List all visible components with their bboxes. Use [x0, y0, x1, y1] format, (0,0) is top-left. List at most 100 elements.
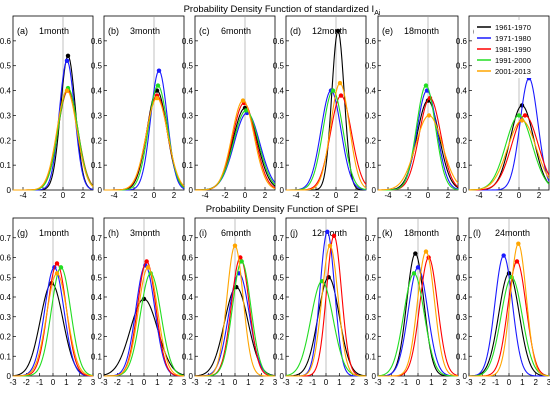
panel-0-1-ytick-label-1: 0.1: [91, 161, 103, 170]
panel-1-4-ytick-label-1: 0.1: [365, 352, 377, 361]
panel-0-4-name: 18month: [404, 26, 439, 36]
panel-1-1-ytick-label-1: 0.1: [91, 352, 103, 361]
panel-0-1-frame: [103, 15, 185, 191]
panel-0-5-ytick-label-4: 0.4: [456, 87, 468, 96]
panel-0-2-ytick-label-0: 0: [189, 186, 194, 195]
panel-1-5-peak-4: [516, 241, 521, 246]
panel-1-0-label: (g): [17, 228, 28, 238]
panel-0-3-xtick-label-2: 0: [334, 191, 339, 200]
row-title-ai-subscript: Ai: [374, 10, 381, 17]
panel-0-1-xtick-label-0: -4: [110, 191, 118, 200]
panel-1-3-xtick-label-4: 1: [337, 378, 342, 387]
panel-1-3-xtick-label-3: 0: [324, 378, 329, 387]
panel-1-5-curve-1: [468, 254, 549, 377]
panel-0-0-ytick-label-1: 0.1: [0, 161, 12, 170]
legend-label-4: 2001-2013: [495, 67, 531, 76]
panel-0-2-peak-4: [240, 98, 246, 103]
panel-1-2-name: 6month: [221, 228, 251, 238]
panel-1-4-peak-3: [411, 271, 417, 276]
panel-1-2-ytick-label-7: 0.7: [182, 234, 194, 243]
panel-1-1-ytick-label-3: 0.3: [91, 313, 103, 322]
panel-1-5-curve-3: [468, 276, 550, 377]
panel-0-0-peak-0: [65, 53, 71, 58]
panel-1-0-curve-3: [13, 266, 94, 377]
panel-0-1-peak-1: [156, 68, 162, 73]
panel-0-5-peak-3: [516, 113, 522, 118]
panel-1-3-peak-1: [325, 229, 330, 235]
panel-0-0-ytick-label-6: 0.6: [0, 37, 12, 46]
panel-1-3-peak-2: [331, 233, 337, 238]
panel-0-1-xtick-label-2: 0: [152, 191, 157, 200]
panel-0-1-name: 3month: [130, 26, 160, 36]
panel-0-4-label: (e): [382, 26, 393, 36]
panel-0-2-xtick-label-0: -4: [201, 191, 209, 200]
panel-1-5-xtick-label-5: 2: [533, 378, 538, 387]
panel-1-3-xtick-label-2: -1: [309, 378, 317, 387]
panel-1-1-xtick-label-1: -2: [114, 378, 122, 387]
panel-1-5-xtick-label-4: 1: [520, 378, 525, 387]
panel-1-0-xtick-label-6: 3: [91, 378, 96, 387]
panel-1-0-peak-2: [54, 261, 60, 266]
panel-0-5-ytick-label-2: 0.2: [456, 136, 468, 145]
panel-1-0-ytick-label-2: 0.2: [0, 333, 12, 342]
panel-1-0-ytick-label-6: 0.6: [0, 254, 12, 263]
panel-1-4-ytick-label-5: 0.5: [365, 273, 377, 282]
panel-1-3-xtick-label-6: 3: [364, 378, 369, 387]
panel-1-4-ytick-label-3: 0.3: [365, 313, 377, 322]
row-title-spei: Probability Density Function of SPEI: [206, 204, 359, 215]
panel-1-5-peak-2: [514, 259, 520, 264]
panel-1-2-ytick-label-0: 0: [189, 372, 194, 381]
panel-1-4-curve-3: [377, 272, 458, 377]
panel-0-2-curve-4: [195, 99, 276, 191]
panel-0-1-ytick-label-0: 0: [98, 186, 103, 195]
panel-1-4-name: 18month: [404, 228, 439, 238]
panel-1-5-xtick-label-6: 3: [547, 378, 550, 387]
panel-1-2-peak-2: [238, 255, 243, 260]
panel-1-3-ytick-label-2: 0.2: [273, 333, 285, 342]
panel-0-5-ytick-label-1: 0.1: [456, 161, 468, 170]
panel-1-5-name: 24month: [495, 228, 530, 238]
panel-1-4-peak-1: [415, 265, 421, 270]
panel-1-3-ytick-label-0: 0: [280, 372, 285, 381]
panel-1-2-xtick-label-4: 1: [246, 378, 251, 387]
panel-1-1-peak-2: [144, 259, 149, 264]
panel-0-0-ytick-label-3: 0.3: [0, 111, 12, 120]
panel-0-1-ytick-label-2: 0.2: [91, 136, 103, 145]
panel-1-5-label: (l): [473, 228, 481, 238]
panel-1-3-ytick-label-6: 0.6: [273, 254, 285, 263]
panel-0-2-ytick-label-3: 0.3: [182, 111, 194, 120]
panel-1-5-ytick-label-1: 0.1: [456, 352, 468, 361]
panel-1-0-xtick-label-1: -2: [23, 378, 31, 387]
panel-0-1-label: (b): [108, 26, 119, 36]
panel-1-3-curve-0: [285, 276, 367, 377]
legend: 1961-1970 1971-1980 1981-1990 1991-2000 2001…: [474, 20, 547, 78]
panel-0-4-ytick-label-2: 0.2: [365, 136, 377, 145]
panel-0-5-ytick-label-0: 0: [463, 186, 468, 195]
panel-1-2-ytick-label-4: 0.4: [182, 293, 194, 302]
panel-1-5-ytick-label-7: 0.7: [456, 234, 468, 243]
panel-1-0-xtick-label-3: 0: [51, 378, 56, 387]
panel-0-1-peak-3: [155, 83, 161, 88]
panel-1-5-xtick-label-0: -3: [465, 378, 473, 387]
panel-0-4-ytick-label-5: 0.5: [365, 62, 377, 71]
panel-0-2-ytick-label-1: 0.1: [182, 161, 194, 170]
panel-1-3-ytick-label-1: 0.1: [273, 352, 285, 361]
panel-1-0-name: 1month: [39, 228, 69, 238]
panel-0-3-ytick-label-5: 0.5: [273, 62, 285, 71]
panel-0-4-ytick-label-1: 0.1: [365, 161, 377, 170]
panel-1-5-ytick-label-0: 0: [463, 372, 468, 381]
panel-1-4-ytick-label-0: 0: [372, 372, 377, 381]
panel-0-3-ytick-label-1: 0.1: [273, 161, 285, 170]
panel-0-3-xtick-label-3: 2: [354, 191, 359, 200]
panel-0-4-ytick-label-0: 0: [372, 186, 377, 195]
legend-label-0: 1961-1970: [495, 23, 531, 32]
panel-1-0-xtick-label-2: -1: [36, 378, 44, 387]
panel-0-0-name: 1month: [39, 26, 69, 36]
panel-0-4-xtick-label-0: -4: [384, 191, 392, 200]
panel-1-4-xtick-label-6: 3: [456, 378, 461, 387]
panel-1-3-name: 12month: [312, 228, 347, 238]
panel-1-0-peak-4: [54, 271, 60, 276]
panel-0-4-curve-3: [378, 84, 459, 191]
panel-0-4-ytick-label-6: 0.6: [365, 37, 377, 46]
legend-label-3: 1991-2000: [495, 56, 531, 65]
